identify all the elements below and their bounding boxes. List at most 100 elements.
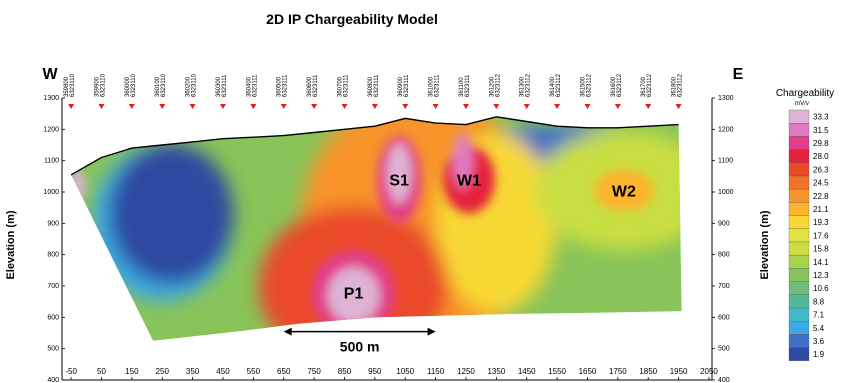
station-northing: 6323112: [617, 73, 623, 97]
x-tick-label: 650: [277, 367, 291, 376]
x-tick-label: 350: [186, 367, 200, 376]
anomaly-label-s1: S1: [389, 172, 409, 189]
colorbar-swatch: [788, 347, 810, 361]
x-tick-label: 150: [125, 367, 139, 376]
colorbar-label: 7.1: [813, 311, 825, 320]
colorbar-swatch: [788, 281, 810, 295]
station-northing: 6323111: [222, 74, 228, 97]
colorbar-swatch: [788, 228, 810, 243]
colorbar: Chargeability mV/v 33.3 31.5 29.8 28.0 26.3 2…: [776, 88, 834, 361]
colorbar-swatch: [788, 334, 810, 348]
x-tick-label: 1350: [487, 367, 505, 376]
colorbar-swatch: [788, 241, 810, 256]
station-northing: 6323111: [343, 74, 349, 97]
colorbar-swatch: [788, 162, 810, 177]
field-core-w1: [452, 132, 473, 189]
west-label: W: [42, 66, 58, 83]
colorbar-label: 10.6: [813, 284, 829, 293]
x-tick-label: 50: [97, 367, 106, 376]
x-tick-label: 1550: [548, 367, 566, 376]
station-easting: 360000: [125, 76, 131, 97]
x-tick-label: 750: [307, 367, 321, 376]
station-northing: 6323111: [283, 74, 289, 97]
station-marker: [98, 104, 105, 109]
field-low-west: [109, 143, 234, 284]
station-northing: 6323112: [586, 73, 592, 97]
x-tick-label: 1950: [670, 367, 688, 376]
x-tick-label: 1450: [518, 367, 536, 376]
colorbar-swatch: [788, 202, 810, 216]
station-marker: [554, 104, 561, 109]
colorbar-swatch: [788, 136, 810, 150]
colorbar-swatch: [788, 321, 810, 335]
station-marker: [219, 104, 226, 109]
colorbar-label: 1.9: [813, 350, 825, 359]
station-northing: 6323110: [161, 73, 167, 97]
field-core-p1: [327, 267, 380, 324]
y-tick-label-right: 1000: [718, 189, 734, 196]
y-tick-label-left: 1100: [44, 158, 59, 165]
station-northing: 6323111: [465, 74, 471, 97]
station-easting: 361400: [550, 76, 556, 97]
station-easting: 360500: [277, 76, 283, 97]
y-tick-label-right: 400: [718, 377, 730, 383]
colorbar-label: 28.0: [813, 152, 829, 161]
station-marker: [432, 104, 439, 109]
x-tick-label: 1150: [427, 367, 445, 376]
colorbar-label: 19.3: [813, 218, 829, 227]
colorbar-label: 17.6: [813, 231, 829, 240]
east-label: E: [733, 66, 744, 83]
station-easting: 360800: [368, 76, 374, 97]
y-tick-label-right: 500: [718, 346, 730, 353]
station-easting: 360100: [155, 76, 161, 97]
x-tick-label: -50: [65, 367, 77, 376]
station-easting: 361800: [672, 76, 678, 97]
axes: -50 50 150 250 350 450 550 650 750 850 950 1050 1150…: [43, 95, 733, 383]
station-northing: 6323111: [404, 74, 410, 97]
station-marker: [523, 104, 530, 109]
y-tick-label-left: 1000: [43, 189, 59, 196]
x-tick-label: 1650: [579, 367, 597, 376]
y-tick-label-right: 1200: [718, 126, 734, 133]
station-marker: [128, 104, 135, 109]
colorbar-label: 22.8: [813, 192, 829, 201]
colorbar-label: 24.5: [813, 179, 829, 188]
y-tick-label-right: 800: [718, 252, 730, 259]
station-easting: 360400: [246, 76, 252, 97]
station-marker: [584, 104, 591, 109]
y-tick-label-left: 700: [47, 283, 59, 290]
station-marker: [68, 104, 75, 109]
stations: 359800 6323110 359900 6323110 360000 6323110 3…: [64, 73, 684, 109]
station-northing: 6323112: [678, 73, 684, 97]
chart-title: 2D IP Chargeability Model: [266, 11, 438, 27]
colorbar-swatch: [788, 215, 810, 229]
x-tick-label: 950: [368, 367, 382, 376]
colorbar-label: 12.3: [813, 271, 829, 280]
station-marker: [462, 104, 469, 109]
station-easting: 361500: [580, 76, 586, 97]
scale-bar: 500 m: [283, 327, 436, 355]
x-tick-label: 250: [156, 367, 170, 376]
station-marker: [645, 104, 652, 109]
station-northing: 6323111: [435, 74, 441, 97]
y-tick-label-right: 1300: [718, 95, 734, 102]
station-marker: [341, 104, 348, 109]
y-axis-label-left: Elevation (m): [5, 210, 17, 279]
station-northing: 6323112: [647, 73, 653, 97]
y-tick-label-right: 700: [718, 283, 730, 290]
anomaly-label-w2: W2: [612, 183, 636, 200]
y-tick-label-right: 600: [718, 314, 730, 321]
y-tick-label-right: 900: [718, 220, 730, 227]
anomaly-labels: S1 W1 W2 P1: [344, 172, 636, 302]
station-northing: 6323110: [192, 73, 198, 97]
station-marker: [280, 104, 287, 109]
station-northing: 6323110: [131, 73, 137, 97]
station-marker: [614, 104, 621, 109]
station-easting: 360300: [216, 76, 222, 97]
station-easting: 360600: [307, 76, 313, 97]
colorbar-unit: mV/v: [795, 101, 809, 107]
station-northing: 6323111: [252, 74, 258, 97]
colorbar-label: 33.3: [813, 113, 829, 122]
topography-line: [70, 116, 679, 176]
